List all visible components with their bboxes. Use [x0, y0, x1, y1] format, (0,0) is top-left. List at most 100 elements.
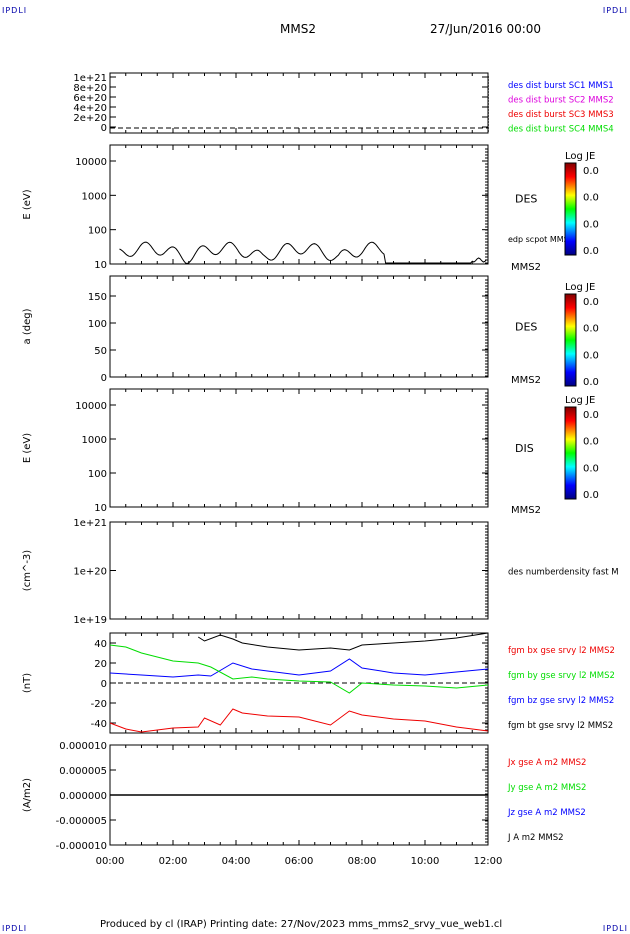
series-line-fgm-by-gse-srvy-l2-MMS2 — [109, 644, 489, 694]
y-axis-label-p4: E (eV) — [22, 433, 33, 463]
time-axis-label: 00:00 — [96, 856, 125, 867]
side-label-p4: DIS — [515, 442, 534, 455]
corner-mark-bottom-left: IPDLI — [2, 924, 28, 933]
colorbar-tick-label-p3: 0.0 — [583, 377, 599, 388]
panel-frame-p1 — [109, 72, 489, 134]
y-tick-label-p6: 20 — [94, 659, 107, 670]
y-tick-label-p1: 1e+21 — [73, 73, 107, 84]
scpot-trace — [119, 241, 487, 265]
colorbar-tick-label-p2: 0.0 — [583, 219, 599, 230]
y-tick-label-p1: 0 — [101, 123, 107, 134]
legend-entry-p6: fgm bz gse srvy l2 MMS2 — [508, 696, 614, 706]
legend-entry-p1: des dist burst SC4 MMS4 — [508, 125, 614, 135]
colorbar-tick-label-p3: 0.0 — [583, 350, 599, 361]
series-line-fgm-bz-gse-srvy-l2-MMS2 — [109, 658, 489, 678]
date-title: 27/Jun/2016 00:00 — [430, 22, 542, 36]
y-tick-label-p2: 100 — [88, 226, 107, 237]
panel-frame-p4 — [109, 388, 489, 508]
spacecraft-label-p4: MMS2 — [511, 505, 541, 516]
y-tick-label-p5: 1e+19 — [73, 615, 107, 626]
y-tick-label-p1: 4e+20 — [73, 103, 107, 114]
time-axis-label: 12:00 — [474, 856, 503, 867]
colorbar-tick-label-p2: 0.0 — [583, 193, 599, 204]
legend-entry-p1: des dist burst SC1 MMS1 — [508, 81, 614, 91]
y-tick-label-p4: 1000 — [82, 435, 107, 446]
y-tick-label-p5: 1e+20 — [73, 567, 107, 578]
y-tick-label-p1: 8e+20 — [73, 83, 107, 94]
colorbar-tick-label-p4: 0.0 — [583, 437, 599, 448]
y-tick-label-p2: 10000 — [75, 157, 107, 168]
y-tick-label-p3: 0 — [101, 373, 107, 384]
y-tick-label-p6: 0 — [101, 679, 107, 690]
corner-mark-top-right: IPDLI — [602, 6, 628, 15]
legend-entry-p7: Jx gse A m2 MMS2 — [507, 758, 586, 768]
colorbar-p3 — [564, 293, 577, 387]
y-tick-label-p7: 0.000000 — [59, 791, 107, 802]
footer-credit: Produced by cl (IRAP) Printing date: 27/… — [100, 919, 503, 930]
time-axis-label: 10:00 — [411, 856, 440, 867]
y-tick-label-p3: 150 — [88, 292, 107, 303]
y-axis-label-p6: (nT) — [22, 673, 33, 693]
panel-frame-p5 — [109, 521, 489, 620]
colorbar-tick-label-p4: 0.0 — [583, 463, 599, 474]
legend-entry-p5: des numberdensity fast M — [508, 568, 619, 578]
panel-frame-p2 — [109, 144, 489, 265]
y-tick-label-p7: -0.000005 — [56, 816, 107, 827]
legend-entry-p6: fgm bt gse srvy l2 MMS2 — [508, 721, 613, 731]
time-axis-label: 04:00 — [222, 856, 251, 867]
time-axis-label: 06:00 — [285, 856, 314, 867]
y-tick-label-p4: 10000 — [75, 401, 107, 412]
y-tick-label-p1: 2e+20 — [73, 113, 107, 124]
y-tick-label-p4: 100 — [88, 469, 107, 480]
y-tick-label-p7: -0.000010 — [56, 841, 107, 852]
corner-mark-bottom-right: IPDLI — [602, 924, 628, 933]
colorbar-p4 — [564, 406, 577, 500]
spacecraft-label-p2: MMS2 — [511, 262, 541, 273]
side-label-p3: DES — [515, 321, 537, 334]
colorbar-tick-label-p3: 0.0 — [583, 324, 599, 335]
legend-entry-p7: Jy gse A m2 MMS2 — [507, 783, 586, 793]
sub-label-p2: edp scpot MMS2 — [508, 235, 574, 244]
spacecraft-label-p3: MMS2 — [511, 375, 541, 386]
colorbar-p2 — [564, 162, 577, 256]
colorbar-tick-label-p3: 0.0 — [583, 297, 599, 308]
legend-entry-p1: des dist burst SC3 MMS3 — [508, 110, 614, 120]
colorbar-tick-label-p4: 0.0 — [583, 490, 599, 501]
y-tick-label-p6: -20 — [91, 699, 107, 710]
y-tick-label-p3: 100 — [88, 319, 107, 330]
legend-entry-p7: Jz gse A m2 MMS2 — [507, 808, 586, 818]
y-tick-label-p1: 6e+20 — [73, 93, 107, 104]
colorbar-title-p3: Log JE — [565, 282, 595, 293]
y-tick-label-p4: 10 — [94, 503, 107, 514]
y-tick-label-p7: 0.000005 — [59, 766, 107, 777]
colorbar-title-p2: Log JE — [565, 151, 595, 162]
time-axis-label: 02:00 — [159, 856, 188, 867]
panel-frame-p3 — [109, 275, 489, 378]
colorbar-title-p4: Log JE — [565, 395, 595, 406]
colorbar-tick-label-p2: 0.0 — [583, 246, 599, 257]
series-line-fgm-bx-gse-srvy-l2-MMS2 — [109, 708, 489, 733]
y-tick-label-p2: 10 — [94, 260, 107, 271]
y-tick-label-p7: 0.000010 — [59, 741, 107, 752]
y-tick-label-p3: 50 — [94, 346, 107, 357]
legend-entry-p7: J A m2 MMS2 — [507, 833, 564, 843]
side-label-p2: DES — [515, 193, 537, 206]
y-tick-label-p6: -40 — [91, 719, 107, 730]
y-tick-label-p5: 1e+21 — [73, 518, 107, 529]
legend-entry-p6: fgm by gse srvy l2 MMS2 — [508, 671, 615, 681]
series-line-fgm-bt-gse-srvy-l2-MMS2 — [197, 632, 489, 651]
y-axis-label-p7: (A/m2) — [22, 778, 33, 812]
legend-entry-p6: fgm bx gse srvy l2 MMS2 — [508, 646, 615, 656]
y-tick-label-p2: 1000 — [82, 191, 107, 202]
colorbar-tick-label-p4: 0.0 — [583, 410, 599, 421]
y-tick-label-p6: 40 — [94, 639, 107, 650]
y-axis-label-p5: (cm^-3) — [22, 550, 33, 591]
corner-mark-top-left: IPDLI — [2, 6, 28, 15]
colorbar-tick-label-p2: 0.0 — [583, 166, 599, 177]
spacecraft-title: MMS2 — [280, 22, 316, 36]
legend-entry-p1: des dist burst SC2 MMS2 — [508, 96, 614, 106]
y-axis-label-p3: a (deg) — [22, 308, 33, 344]
y-axis-label-p2: E (eV) — [22, 189, 33, 219]
time-axis-label: 08:00 — [348, 856, 377, 867]
